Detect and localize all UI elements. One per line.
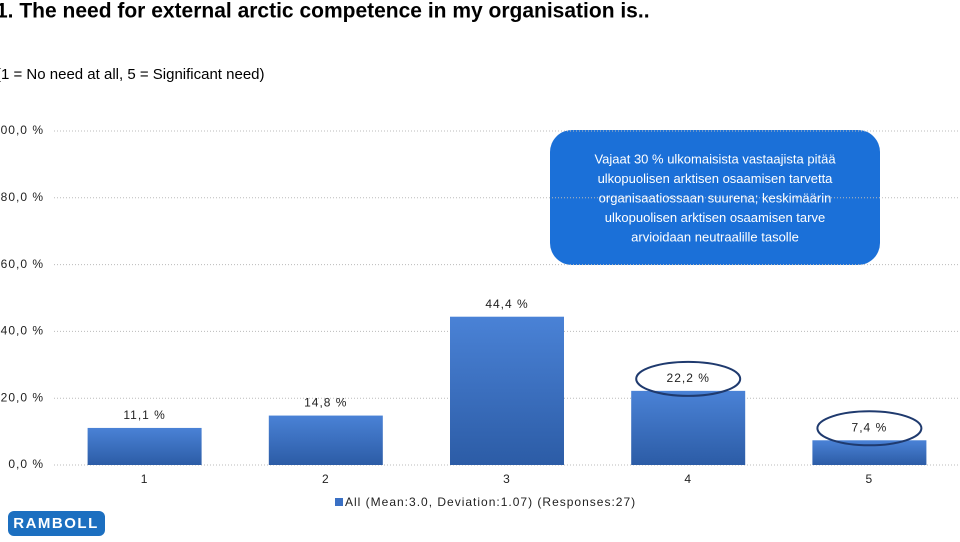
data-label: 22,2 % <box>667 371 710 385</box>
chart-subtitle: (1 = No need at all, 5 = Significant nee… <box>0 66 265 83</box>
logo-box <box>8 511 105 536</box>
callout-text: organisaatiossaan suurena; keskimäärin <box>599 190 832 205</box>
bar <box>812 440 927 465</box>
y-tick-label: 0,0 % <box>8 457 44 471</box>
y-tick-label: 80,0 % <box>1 190 44 204</box>
x-tick-label: 1 <box>141 472 149 486</box>
callout-text: ulkopuolisen arktisen osaamisen tarve <box>605 210 825 225</box>
y-tick-label: 60,0 % <box>1 257 44 271</box>
callout-text: ulkopuolisen arktisen osaamisen tarvetta <box>598 171 834 186</box>
data-label: 7,4 % <box>852 420 888 434</box>
highlight-ellipse <box>816 410 923 447</box>
legend-label: All (Mean:3.0, Deviation:1.07) (Response… <box>345 495 636 509</box>
callout-text: arvioidaan neutraalille tasolle <box>631 229 799 244</box>
data-label: 44,4 % <box>485 297 528 311</box>
chart-title: 1. The need for external arctic competen… <box>0 0 650 23</box>
bar <box>631 390 746 465</box>
data-label: 11,1 % <box>123 408 165 422</box>
bar <box>87 427 202 465</box>
x-tick-label: 4 <box>684 472 692 486</box>
data-label: 14,8 % <box>304 396 347 410</box>
logo: RAMBOLL <box>13 515 99 532</box>
y-tick-label: 20,0 % <box>1 390 44 404</box>
y-tick-label: 40,0 % <box>1 324 44 338</box>
bar <box>450 316 564 465</box>
callout-text: Vajaat 30 % ulkomaisista vastaajista pit… <box>594 151 836 166</box>
bar <box>268 415 383 465</box>
x-tick-label: 3 <box>503 472 511 486</box>
x-tick-label: 2 <box>322 472 330 486</box>
legend-swatch <box>335 498 343 506</box>
y-tick-label: 100,0 % <box>0 123 44 137</box>
x-tick-label: 5 <box>866 472 874 486</box>
highlight-ellipse <box>635 360 742 397</box>
